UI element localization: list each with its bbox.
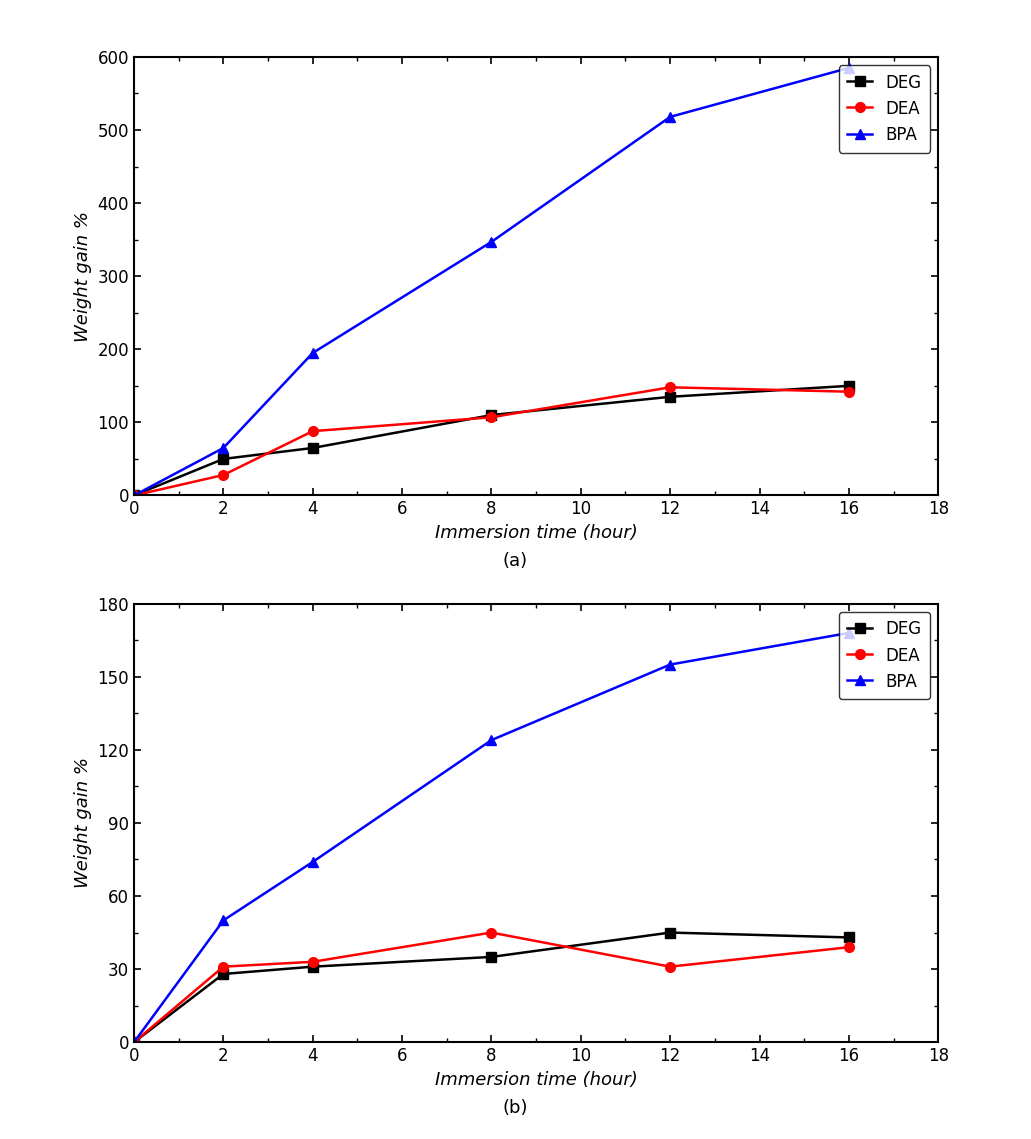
DEA [842,941,855,954]
DEG [664,390,676,403]
BPA [842,62,855,75]
DEG [218,967,230,981]
Line: BPA: BPA [129,63,854,500]
DEG [128,1035,140,1049]
Line: DEA: DEA [129,383,854,500]
DEG [842,379,855,393]
X-axis label: Immersion time (hour): Immersion time (hour) [435,1071,637,1089]
Y-axis label: Weight gain %: Weight gain % [74,211,92,342]
Legend: DEG, DEA, BPA: DEG, DEA, BPA [839,65,930,153]
DEA [218,960,230,974]
BPA [306,855,319,869]
BPA [664,657,676,671]
DEA [306,425,319,439]
X-axis label: Immersion time (hour): Immersion time (hour) [435,524,637,542]
DEA [218,468,230,482]
BPA [218,913,230,927]
DEA [664,960,676,974]
Text: (a): (a) [503,552,528,571]
DEG [486,950,498,964]
Y-axis label: Weight gain %: Weight gain % [74,757,92,888]
BPA [664,110,676,124]
DEG [486,408,498,421]
DEG [306,960,319,974]
DEA [128,489,140,502]
Text: (b): (b) [503,1099,528,1117]
DEA [664,380,676,394]
BPA [128,1035,140,1049]
BPA [842,626,855,640]
DEG [842,931,855,944]
DEG [218,452,230,466]
Line: BPA: BPA [129,628,854,1047]
DEA [842,385,855,399]
BPA [486,235,498,248]
Line: DEG: DEG [129,380,854,500]
DEG [128,489,140,502]
BPA [306,346,319,360]
Line: DEA: DEA [129,927,854,1047]
BPA [218,441,230,454]
DEG [664,926,676,940]
BPA [486,734,498,747]
DEA [306,954,319,968]
DEG [306,441,319,454]
BPA [128,489,140,502]
Line: DEG: DEG [129,927,854,1047]
DEA [486,410,498,424]
DEA [128,1035,140,1049]
DEA [486,926,498,940]
Legend: DEG, DEA, BPA: DEG, DEA, BPA [839,612,930,699]
